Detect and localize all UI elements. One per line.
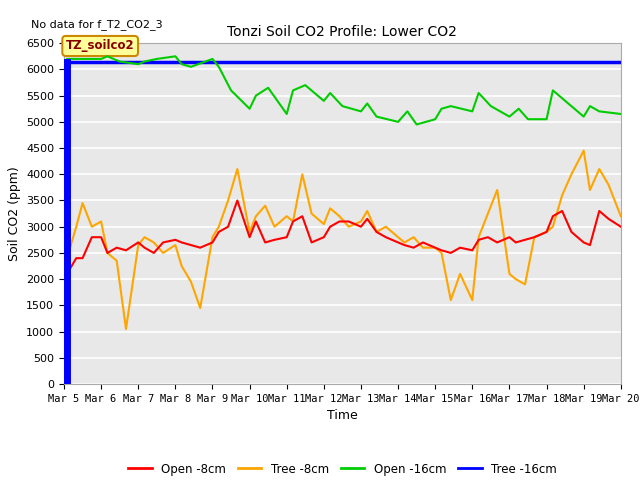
Text: TZ_soilco2: TZ_soilco2 <box>66 39 134 52</box>
X-axis label: Time: Time <box>327 409 358 422</box>
Text: No data for f_T2_CO2_3: No data for f_T2_CO2_3 <box>31 19 162 30</box>
Legend: Open -8cm, Tree -8cm, Open -16cm, Tree -16cm: Open -8cm, Tree -8cm, Open -16cm, Tree -… <box>124 458 561 480</box>
Title: Tonzi Soil CO2 Profile: Lower CO2: Tonzi Soil CO2 Profile: Lower CO2 <box>227 25 458 39</box>
Y-axis label: Soil CO2 (ppm): Soil CO2 (ppm) <box>8 166 20 261</box>
